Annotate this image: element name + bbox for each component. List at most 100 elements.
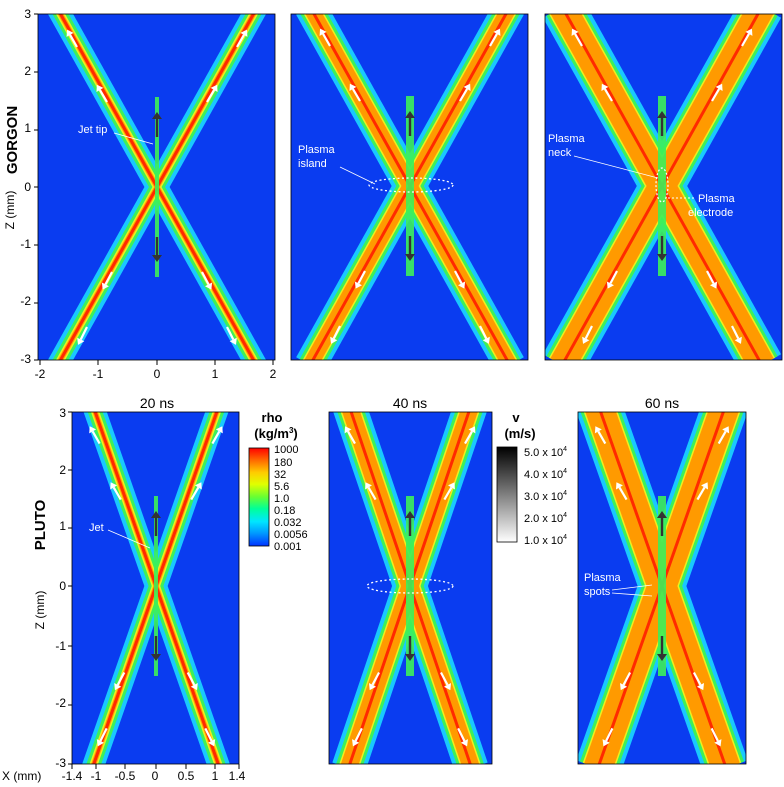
velocity-arrow-head [210,84,218,92]
velocity-arrow [98,89,108,103]
velocity-arrow [711,88,721,102]
top-z-tick-label: -2 [20,294,31,308]
velocity-arrow-head [215,426,223,434]
row-label-gorgon: GORGON [4,106,21,174]
velocity-arrow-head [696,682,704,691]
velocity-arrow-head [96,739,104,747]
velocity-arrow [332,325,341,340]
velocity-arrow-head [722,426,730,434]
velocity-arrow-head [66,29,74,37]
velocity-arrow [454,270,463,284]
annotation-plasma-spots: Plasma [584,572,622,584]
velocity-arrow [609,270,618,284]
velocity-arrow [347,430,356,445]
velocity-arrow [190,486,200,501]
top-z-tick-label: 2 [24,64,31,78]
z-axis-label-bottom: Z (mm) [33,591,47,630]
velocity-arrow [79,326,88,341]
sim-panel [578,412,746,764]
velocity-tick-label: 2.0 x 104 [524,512,567,525]
velocity-arrow-head [96,84,104,92]
velocity-arrow [236,34,245,48]
velocity-arrow-head [229,337,237,345]
velocity-arrow-head [448,482,455,490]
velocity-arrow [692,671,702,686]
velocity-arrow [489,33,498,47]
velocity-colorbar-unit: (m/s) [504,426,535,441]
rho-tick-label: 0.0056 [274,529,308,541]
velocity-arrow-head [344,426,352,434]
bottom-x-tick-label: 0.5 [178,769,195,783]
top-x-tick-label: -2 [35,367,46,381]
rho-colorbar-unit: (kg/m3) [254,426,297,441]
bottom-x-tick-label: 1.4 [229,769,246,783]
velocity-arrow-head [365,482,372,490]
rho-tick-label: 180 [274,457,292,469]
rho-colorbar: rho (kg/m3) 1000 180 32 5.6 1.0 0.18 0.0… [248,410,308,553]
velocity-arrow-head [114,682,122,691]
sim-panel [38,14,275,360]
top-z-tick-label: -3 [20,352,31,366]
velocity-arrow [618,486,628,501]
annotation-plasma-electrode: electrode [688,207,733,219]
velocity-arrow [186,671,196,686]
panel-frame [577,411,747,765]
time-label-60ns: 60 ns [645,395,679,411]
rho-colorbar-gradient [248,447,270,547]
velocity-arrow [367,486,377,501]
rho-tick-label: 0.001 [274,541,302,553]
bottom-x-tick-labels: -1.4 -1 -0.5 0 0.5 1 1.4 [62,769,246,783]
velocity-arrow-head [89,426,97,434]
velocity-arrow [204,727,213,742]
annotation-plasma-spots: spots [584,586,611,598]
annotation-leader [113,132,154,145]
jet-arrow-head [657,654,667,661]
velocity-arrow-head [208,739,216,747]
top-x-tick-label: 0 [154,367,161,381]
velocity-arrow [443,486,453,501]
velocity-arrow [116,671,126,686]
bottom-z-tick-label: 1 [59,519,66,533]
bottom-z-tick-label: 3 [59,406,66,420]
velocity-arrow [741,33,750,47]
jet-arrow-head [405,254,415,261]
velocity-arrow [710,727,719,742]
velocity-arrow-head [349,83,357,91]
sim-panel [329,412,492,764]
annotation-plasma-island: Plasma [298,144,336,156]
velocity-arrow-head [205,282,213,290]
jet-arrow-head [657,111,667,118]
rho-tick-label: 1.0 [274,493,289,505]
sim-panel [545,14,782,360]
annotation-leader [611,592,653,597]
velocity-arrow [69,34,78,48]
velocity-tick-label: 3.0 x 104 [524,490,567,503]
velocity-arrow [322,33,331,47]
velocity-arrow-head [571,28,579,36]
velocity-arrow-head [701,482,708,490]
annotation-leader [339,166,376,185]
velocity-arrow-head [190,682,198,691]
top-z-tick-label: 1 [24,121,31,135]
bottom-z-tick-label: 0 [59,579,66,593]
velocity-arrow [211,430,221,445]
velocity-arrow [731,325,740,340]
velocity-arrow [104,271,113,285]
top-z-tick-label: 0 [24,180,31,194]
jet-arrow-head [405,111,415,118]
top-z-tick-labels: 3 2 1 0 -1 -2 -3 [20,7,31,366]
velocity-arrow-head [606,281,614,289]
velocity-arrow-head [460,739,468,747]
bottom-z-tick-label: -1 [55,639,66,653]
x-axis-label: X (mm) [2,769,41,783]
bottom-x-tick-label: -0.5 [115,769,136,783]
velocity-arrow-head [194,482,202,490]
top-z-tick-label: -1 [20,237,31,251]
panel-frame [290,13,529,361]
annotation-leader [107,529,151,549]
velocity-arrow [706,270,715,284]
velocity-arrow [91,430,101,445]
velocity-arrow-head [458,281,466,289]
velocity-arrow-head [602,739,610,747]
